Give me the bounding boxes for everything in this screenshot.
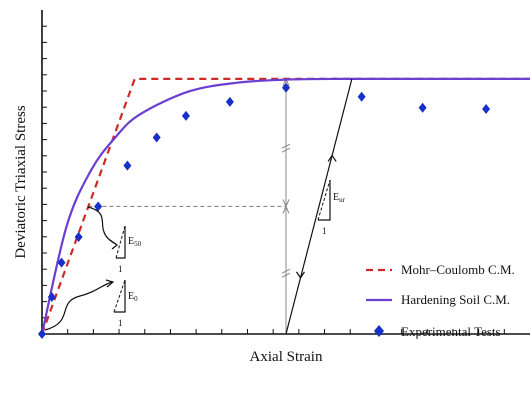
- data-point-experimental: [74, 232, 83, 243]
- e50-label: E50: [128, 236, 142, 248]
- unload-reload-line: [285, 78, 353, 335]
- eur-triangle-hypotenuse: [317, 179, 331, 221]
- e0-unit: 1: [118, 318, 123, 328]
- legend-swatch-experimental: [374, 325, 384, 337]
- data-point-experimental: [482, 103, 491, 114]
- e0-triangle-hypotenuse: [113, 279, 126, 313]
- data-point-experimental: [123, 160, 132, 171]
- series-points-experimental: [38, 82, 491, 339]
- data-point-experimental: [225, 96, 234, 107]
- guide-lines: [88, 77, 291, 334]
- unload-arrowhead: [295, 271, 305, 279]
- legend: Mohr–Coulomb C.M. Hardening Soil C.M. Ex…: [366, 262, 515, 339]
- data-point-experimental: [152, 132, 161, 143]
- eur-triangle: [318, 180, 331, 221]
- data-point-experimental: [357, 91, 366, 102]
- data-point-experimental: [418, 102, 427, 113]
- e0-triangle: [114, 280, 126, 313]
- eur-label: Eur: [333, 192, 346, 204]
- e0-pointer: [44, 281, 113, 331]
- legend-label-experimental: Experimental Tests: [401, 324, 501, 339]
- e50-annotation: E50 1: [87, 206, 142, 274]
- axis-break-mark: [281, 268, 291, 278]
- data-point-experimental: [181, 110, 190, 121]
- axis-break-mark: [281, 143, 291, 153]
- eur-annotation: Eur 1: [317, 179, 346, 236]
- legend-label-mohr-coulomb: Mohr–Coulomb C.M.: [401, 262, 515, 277]
- e0-annotation: E0 1: [44, 279, 138, 331]
- eur-unit: 1: [322, 226, 327, 236]
- x-axis-label: Axial Strain: [250, 349, 323, 365]
- data-point-experimental: [282, 82, 290, 93]
- legend-label-hardening-soil: Hardening Soil C.M.: [401, 292, 510, 307]
- half-arrow-up: [282, 205, 290, 214]
- data-point-experimental: [47, 292, 56, 303]
- data-point-experimental: [57, 257, 66, 268]
- e50-unit: 1: [118, 264, 123, 274]
- e0-pointer-arrowhead: [105, 279, 115, 288]
- e50-triangle-hypotenuse: [115, 225, 126, 259]
- data-point-experimental: [38, 329, 46, 339]
- series-line-hardening-soil: [40, 77, 530, 335]
- axis-ticks: [42, 25, 505, 334]
- e50-triangle: [116, 226, 126, 259]
- data-point-experimental: [94, 201, 103, 212]
- e0-label: E0: [128, 291, 138, 303]
- e50-pointer: [87, 206, 117, 245]
- y-axis-label: Deviatoric Triaxial Stress: [13, 105, 29, 258]
- e50-pointer-arrowhead: [109, 239, 118, 250]
- reload-arrowhead: [327, 154, 337, 162]
